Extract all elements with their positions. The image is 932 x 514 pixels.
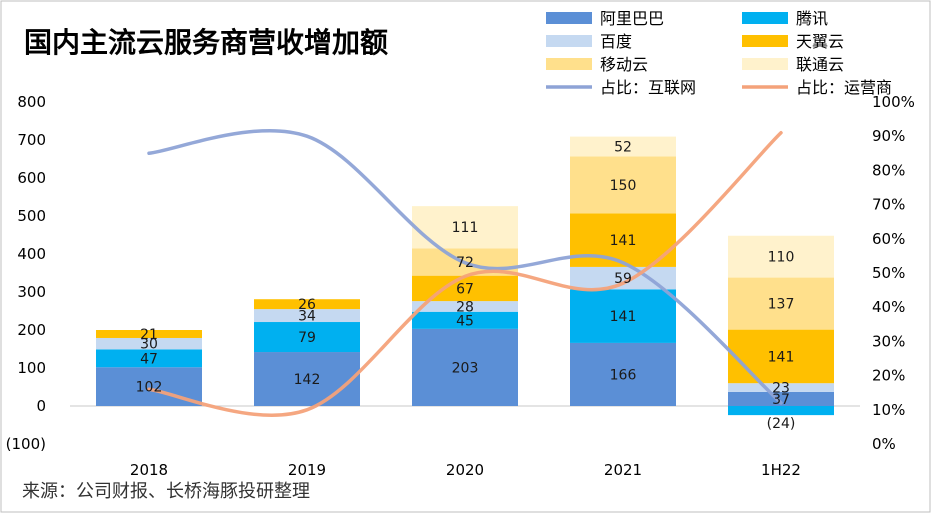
- x-tick-label: 2019: [288, 461, 326, 479]
- bar-2021-5: [570, 156, 676, 214]
- data-label: 45: [456, 313, 474, 329]
- legend-swatch-6: [742, 58, 788, 70]
- x-tick-label: 2021: [604, 461, 642, 479]
- data-label: 34: [298, 309, 316, 325]
- bar-1h22-6: [728, 235, 834, 278]
- legend-label-2: 腾讯: [796, 9, 828, 28]
- y2-tick-label: 90%: [872, 127, 905, 145]
- data-label: 67: [456, 281, 474, 297]
- bars: [96, 136, 834, 416]
- data-label: 59: [614, 271, 632, 287]
- y2-tick-label: 70%: [872, 196, 905, 214]
- bar-2021-6: [570, 136, 676, 157]
- data-label: 28: [456, 299, 474, 315]
- y-tick-label: 0: [36, 397, 46, 415]
- data-label: (24): [767, 416, 796, 432]
- data-label: 47: [140, 351, 158, 367]
- bar-2021-1: [570, 342, 676, 406]
- y-tick-label: 100: [17, 359, 46, 377]
- data-label: 79: [298, 330, 316, 346]
- data-label: 137: [768, 297, 795, 313]
- share-lines: [147, 128, 783, 417]
- legend-swatch-2: [742, 12, 788, 24]
- y2-tick-label: 30%: [872, 332, 905, 350]
- x-tick-label: 1H22: [761, 461, 801, 479]
- bar-2019-1: [254, 352, 360, 406]
- legend-label-1: 阿里巴巴: [600, 9, 664, 28]
- data-label: 203: [452, 360, 479, 376]
- bar-2018-4: [96, 330, 202, 338]
- y-tick-label: 400: [17, 245, 46, 263]
- y2-tick-label: 20%: [872, 367, 905, 385]
- bar-2019-4: [254, 299, 360, 310]
- data-label: 37: [772, 392, 790, 408]
- bar-2021-3: [570, 266, 676, 290]
- share-line-2: [147, 131, 783, 417]
- legend-label-6: 联通云: [796, 55, 844, 74]
- data-label: 23: [772, 381, 790, 397]
- bar-1h22-1: [728, 391, 834, 406]
- y2-tick-label: 60%: [872, 230, 905, 248]
- bar-1h22-5: [728, 277, 834, 330]
- bar-2019-3: [254, 309, 360, 323]
- data-label: 52: [614, 139, 632, 155]
- bar-1h22-4: [728, 329, 834, 384]
- legend-label-5: 移动云: [600, 55, 648, 74]
- legend-line-label-1: 占比：互联网: [600, 78, 696, 97]
- bar-1h22-2: [728, 406, 834, 416]
- y2-tick-label: 10%: [872, 401, 905, 419]
- data-label: 166: [610, 367, 637, 383]
- data-label: 102: [136, 380, 163, 396]
- bar-2020-3: [412, 301, 518, 312]
- data-label: 142: [294, 372, 321, 388]
- axes: (100) 0 100 200 300 400 500 600 700 800 0% 10% 20% 30…: [6, 93, 915, 479]
- y-tick-label: 700: [17, 131, 46, 149]
- y-tick-label: 300: [17, 283, 46, 301]
- bar-2020-4: [412, 275, 518, 302]
- bar-2021-2: [570, 289, 676, 343]
- bar-1h22-3: [728, 383, 834, 392]
- data-label: 111: [452, 220, 479, 236]
- share-line-1: [147, 128, 783, 405]
- legend-label-4: 天翼云: [796, 32, 844, 51]
- legend-swatch-1: [546, 12, 592, 24]
- y-tick-label: 800: [17, 93, 46, 111]
- y-tick-label: 500: [17, 207, 46, 225]
- data-label: 72: [456, 255, 474, 271]
- legend-line-label-2: 占比：运营商: [796, 78, 892, 97]
- y-tick-label: (100): [6, 435, 46, 453]
- data-label: 110: [768, 250, 795, 266]
- data-label: 30: [140, 337, 158, 353]
- y-tick-label: 200: [17, 321, 46, 339]
- bar-2019-2: [254, 322, 360, 353]
- data-label: 141: [768, 349, 795, 365]
- data-label: 141: [610, 233, 637, 249]
- bar-2020-2: [412, 311, 518, 329]
- y2-tick-label: 40%: [872, 298, 905, 316]
- y-tick-label: 600: [17, 169, 46, 187]
- legend-swatch-3: [546, 35, 592, 47]
- y2-tick-label: 0%: [872, 435, 896, 453]
- data-label: 21: [140, 327, 158, 343]
- y2-tick-label: 50%: [872, 264, 905, 282]
- x-tick-label: 2018: [130, 461, 168, 479]
- y2-tick-label: 80%: [872, 161, 905, 179]
- chart-title: 国内主流云服务商营收增加额: [24, 26, 388, 59]
- data-label: 26: [298, 297, 316, 313]
- bar-2020-1: [412, 328, 518, 406]
- legend-label-3: 百度: [600, 32, 632, 51]
- y2-tick-label: 100%: [872, 93, 915, 111]
- source-note: 来源：公司财报、长桥海豚投研整理: [22, 481, 310, 502]
- bar-2018-3: [96, 337, 202, 350]
- legend-swatch-4: [742, 35, 788, 47]
- bar-2018-2: [96, 349, 202, 368]
- data-label: 150: [610, 178, 637, 194]
- data-label: 141: [610, 309, 637, 325]
- legend-swatch-5: [546, 58, 592, 70]
- x-tick-label: 2020: [446, 461, 484, 479]
